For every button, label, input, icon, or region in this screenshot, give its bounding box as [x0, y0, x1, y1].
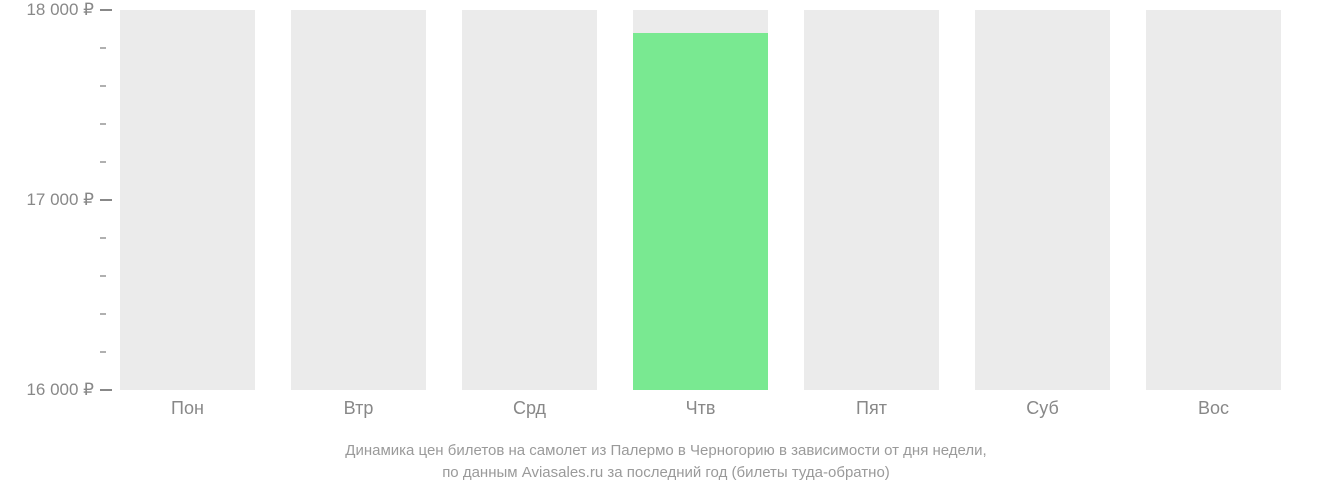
- y-minor-tick: [100, 275, 106, 277]
- y-minor-tick: [100, 161, 106, 163]
- bar-slot: [633, 10, 768, 390]
- x-category-label: Пят: [856, 398, 887, 419]
- y-minor-tick: [100, 237, 106, 239]
- y-tick-mark: [100, 9, 112, 11]
- x-axis: Пон Втр Срд Чтв Пят Суб Вос: [120, 398, 1310, 428]
- bar-slot: [462, 10, 597, 390]
- bar-background: [120, 10, 255, 390]
- y-tick-mark: [100, 199, 112, 201]
- x-category-label: Вос: [1198, 398, 1229, 419]
- plot-area: [120, 10, 1310, 390]
- bar-slot: [804, 10, 939, 390]
- y-axis: 16 000 ₽17 000 ₽18 000 ₽: [0, 10, 120, 390]
- y-tick-label: 18 000 ₽: [26, 0, 94, 20]
- y-minor-tick: [100, 351, 106, 353]
- y-tick-mark: [100, 389, 112, 391]
- bar-slot: [975, 10, 1110, 390]
- x-category-label: Пон: [171, 398, 204, 419]
- x-category-label: Суб: [1026, 398, 1059, 419]
- bar-background: [1146, 10, 1281, 390]
- x-category-label: Срд: [513, 398, 546, 419]
- y-tick-label: 16 000 ₽: [26, 380, 94, 400]
- chart-caption-line1: Динамика цен билетов на самолет из Палер…: [0, 440, 1332, 461]
- x-category-label: Чтв: [686, 398, 716, 419]
- bar-slot: [291, 10, 426, 390]
- y-minor-tick: [100, 85, 106, 87]
- bar-background: [462, 10, 597, 390]
- y-minor-tick: [100, 123, 106, 125]
- bar-background: [975, 10, 1110, 390]
- y-tick-label: 17 000 ₽: [26, 190, 94, 210]
- bar-background: [291, 10, 426, 390]
- bar-slot: [120, 10, 255, 390]
- bar-value: [633, 33, 768, 390]
- y-minor-tick: [100, 313, 106, 315]
- y-minor-tick: [100, 47, 106, 49]
- x-category-label: Втр: [344, 398, 374, 419]
- bar-slot: [1146, 10, 1281, 390]
- bar-background: [804, 10, 939, 390]
- price-by-weekday-chart: 16 000 ₽17 000 ₽18 000 ₽ ПонВтрСрдЧтвПят…: [0, 0, 1332, 502]
- chart-caption-line2: по данным Aviasales.ru за последний год …: [0, 462, 1332, 483]
